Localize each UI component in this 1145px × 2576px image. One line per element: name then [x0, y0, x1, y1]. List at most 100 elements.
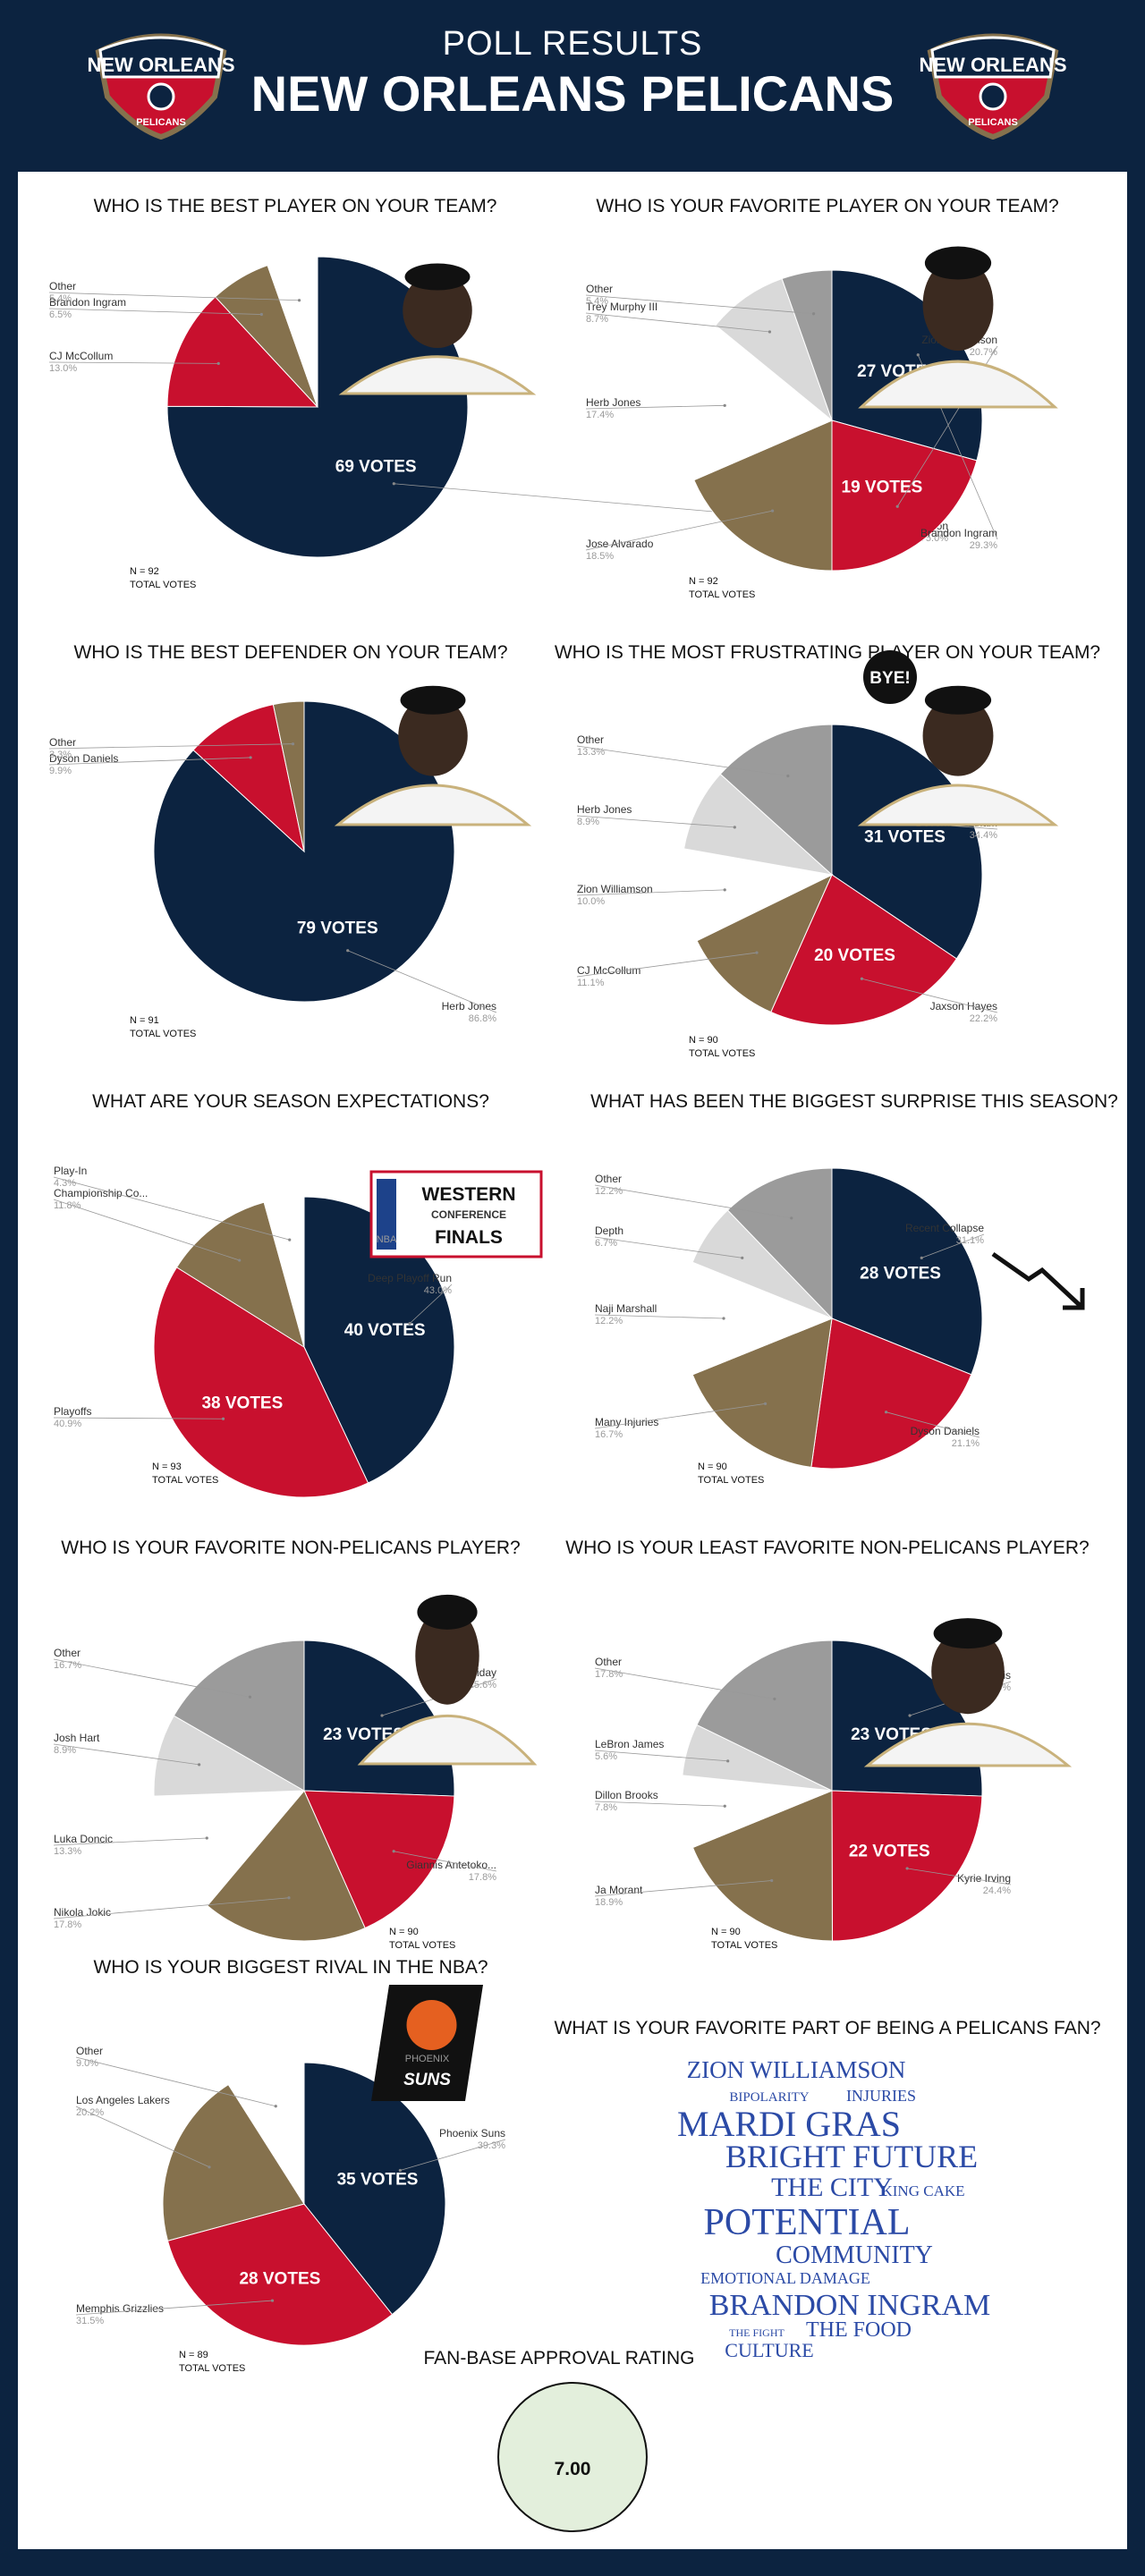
leader-dot: [398, 2168, 402, 2173]
approval-value: 7.00: [555, 2459, 591, 2479]
total-votes-label: TOTAL VOTES: [130, 580, 196, 590]
leader-line: [576, 815, 735, 828]
slice-label: Other: [595, 1173, 622, 1185]
player-photo: [357, 1594, 538, 1766]
pie-slice: [696, 873, 834, 1013]
slice-percent: 9.0%: [76, 2058, 98, 2069]
sample-size: N = 93: [152, 1462, 182, 1472]
word-cloud-word: ZION WILLIAMSON: [687, 2056, 906, 2083]
poll-chart: WHAT HAS BEEN THE BIGGEST SURPRISE THIS …: [590, 1091, 1118, 1486]
slice-percent: 16.7%: [54, 1660, 81, 1671]
word-cloud-word: THE FIGHT: [729, 2326, 785, 2339]
slice-percent: 31.5%: [76, 2316, 104, 2326]
leader-line: [48, 743, 293, 750]
player-photo: [858, 246, 1058, 409]
sample-size: N = 90: [698, 1462, 727, 1472]
slice-percent: 21.1%: [952, 1438, 980, 1449]
slice-label: Other: [586, 283, 613, 295]
slice-label: Herb Jones: [586, 396, 640, 409]
leader-line: [576, 889, 725, 896]
pie-slice: [227, 2062, 305, 2206]
leader-dot: [916, 353, 920, 357]
jersey: [338, 355, 537, 395]
chart-title: WHAT HAS BEEN THE BIGGEST SURPRISE THIS …: [590, 1091, 1118, 1112]
pie-slice: [719, 724, 833, 877]
chart-title: WHO IS YOUR BIGGEST RIVAL IN THE NBA?: [93, 1957, 488, 1978]
pie-slice: [715, 277, 834, 422]
player-head: [415, 1606, 479, 1705]
nba-logo-text: NBA: [377, 1234, 397, 1245]
leader-dot: [786, 774, 790, 778]
slice-label: Josh Hart: [54, 1732, 100, 1744]
slice-votes-label: 38 VOTES: [201, 1394, 283, 1412]
slice-percent: 31.1%: [956, 1235, 984, 1246]
leader-dot: [860, 977, 864, 980]
slice-label: Jaxson Hayes: [930, 1000, 997, 1013]
nba-logo: [377, 1179, 396, 1250]
slice-label: Deep Playoff Run: [368, 1272, 452, 1284]
leader-line: [75, 2056, 276, 2107]
slice-percent: 17.8%: [469, 1872, 496, 1883]
suns-line1: PHOENIX: [405, 2054, 450, 2064]
slice-percent: 6.5%: [49, 309, 72, 320]
slice-label: Jose Alvarado: [586, 538, 654, 550]
badge-line1: WESTERN: [422, 1184, 516, 1205]
slice-label: Dillon Brooks: [595, 1789, 658, 1801]
word-cloud-word: BRANDON INGRAM: [709, 2289, 991, 2322]
player-hair: [400, 685, 466, 715]
header: NEW ORLEANS PELICANS POLL RESULTS NEW OR…: [0, 0, 1145, 170]
total-votes-label: TOTAL VOTES: [179, 2363, 245, 2374]
leader-dot: [288, 1238, 292, 1241]
slice-votes-label: 20 VOTES: [814, 946, 895, 965]
slice-percent: 29.3%: [970, 540, 997, 551]
leader-line: [594, 1184, 792, 1219]
pie-slice: [267, 256, 318, 408]
leader-dot: [221, 1417, 225, 1420]
leader-dot: [259, 312, 263, 317]
poll-chart: WHAT ARE YOUR SEASON EXPECTATIONS? 40 VOT…: [53, 1091, 543, 1498]
pie-slice: [781, 269, 833, 421]
slice-votes-label: 40 VOTES: [344, 1321, 426, 1340]
jersey: [858, 360, 1058, 409]
pie-slice: [153, 1267, 369, 1498]
player-photo: [863, 1618, 1073, 1767]
pie-slice: [726, 1167, 833, 1320]
slice-percent: 6.7%: [595, 1238, 617, 1249]
leader-line: [585, 404, 725, 410]
badge-line3: FINALS: [435, 1227, 503, 1248]
slice-label: Dyson Daniels: [911, 1425, 980, 1437]
poll-charts: WHO IS THE BEST PLAYER ON YOUR TEAM? 69 V…: [48, 196, 1118, 2532]
trend-down-arrow-icon: [991, 1251, 1085, 1310]
western-conference-finals-logo: NBA WESTERN CONFERENCE FINALS: [369, 1170, 543, 1258]
pie-slice: [770, 874, 958, 1026]
pelicans-logo-right: NEW ORLEANS PELICANS: [920, 33, 1067, 140]
logo-banner: [930, 36, 1056, 79]
jersey: [863, 1722, 1073, 1767]
leader-dot: [238, 1258, 242, 1262]
leader-dot: [208, 2165, 211, 2169]
badge-line2: CONFERENCE: [431, 1208, 506, 1221]
arrow-head: [1063, 1288, 1085, 1310]
logo-pelican-head: [147, 82, 175, 111]
word-cloud-word: BIPOLARITY: [729, 2090, 809, 2105]
word-cloud: WHAT IS YOUR FAVORITE PART OF BEING A PE…: [554, 2018, 1100, 2361]
leader-line: [48, 308, 262, 315]
pie-slice: [831, 1790, 983, 1942]
leader-dot: [723, 1804, 726, 1808]
slice-label: Championship Co...: [54, 1187, 148, 1199]
player-hair: [924, 685, 992, 715]
slice-percent: 12.2%: [595, 1316, 623, 1326]
slice-label: CJ McCollum: [49, 350, 113, 362]
slice-label: Other: [76, 2045, 103, 2057]
leader-line: [576, 952, 758, 978]
leader-line: [585, 312, 770, 333]
leader-line: [53, 1837, 208, 1846]
slice-label: Other: [54, 1647, 81, 1659]
speech-bubble: [863, 650, 917, 704]
slice-label: Play-In: [54, 1165, 87, 1177]
leader-dot: [895, 504, 899, 508]
slice-percent: 10.0%: [577, 896, 605, 907]
logo-text-line1: NEW ORLEANS: [88, 54, 235, 76]
poll-chart: WHO IS THE BEST DEFENDER ON YOUR TEAM? 79…: [48, 642, 532, 1039]
leader-dot: [287, 1896, 291, 1900]
